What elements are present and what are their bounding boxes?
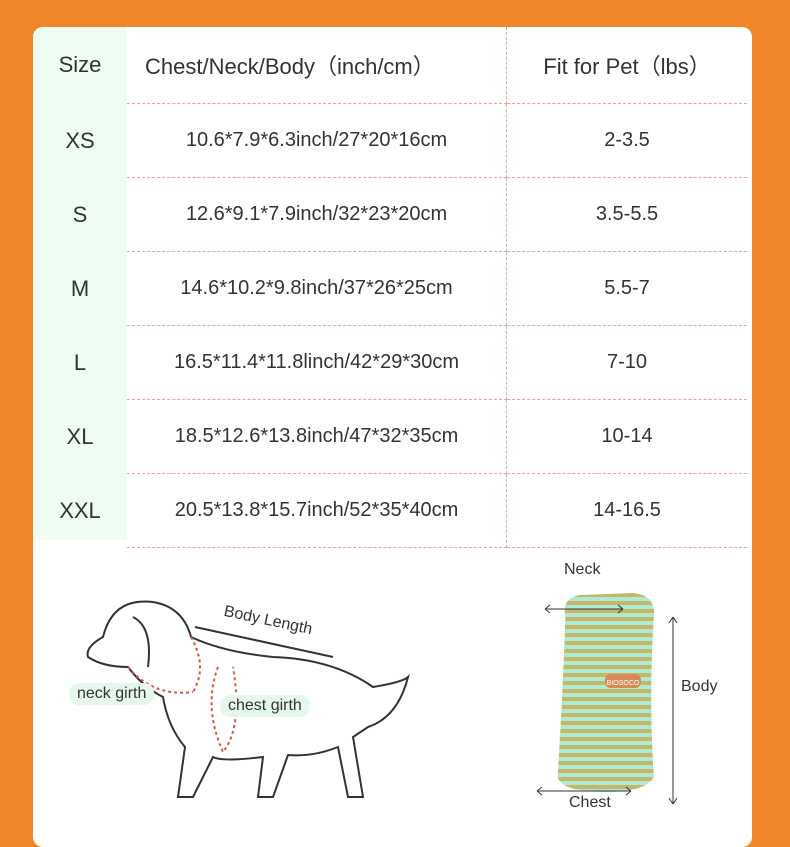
- measurement-cell: 10.6*7.9*6.3inch/27*20*16cm: [127, 103, 507, 178]
- garment-tag: BIOSOCO: [607, 680, 640, 687]
- size-cell: M: [70, 275, 90, 301]
- header-measurements: Chest/Neck/Body（inch/cm）: [127, 27, 507, 104]
- fit-cell: 14-16.5: [506, 473, 747, 548]
- measurement-cell: 14.6*10.2*9.8inch/37*26*25cm: [127, 251, 507, 326]
- size-cell: XXL: [59, 497, 101, 523]
- measurement-cell: 20.5*13.8*15.7inch/52*35*40cm: [127, 473, 507, 548]
- size-cell: L: [73, 349, 87, 375]
- fit-cell: 7-10: [506, 325, 747, 400]
- size-cell: S: [72, 201, 88, 227]
- chest-label: Chest: [569, 794, 611, 811]
- fit-cell: 10-14: [506, 399, 747, 474]
- neck-label: Neck: [564, 561, 601, 578]
- size-table: Size Chest/Neck/Body（inch/cm） Fit for Pe…: [33, 27, 747, 548]
- size-chart-card: Size Chest/Neck/Body（inch/cm） Fit for Pe…: [33, 27, 752, 847]
- table-row: XXL 20.5*13.8*15.7inch/52*35*40cm 14-16.5: [33, 473, 747, 548]
- fit-cell: 2-3.5: [506, 103, 747, 178]
- chest-arrow: [536, 786, 632, 796]
- garment-illustration: BIOSOCO: [544, 593, 678, 805]
- fit-cell: 3.5-5.5: [506, 177, 747, 252]
- size-column-bg: [33, 27, 127, 540]
- table-row: XS 10.6*7.9*6.3inch/27*20*16cm 2-3.5: [33, 103, 747, 178]
- size-cell: XL: [66, 423, 94, 449]
- chest-girth-label: chest girth: [220, 695, 310, 717]
- measurement-cell: 12.6*9.1*7.9inch/32*23*20cm: [127, 177, 507, 252]
- measurement-cell: 16.5*11.4*11.8linch/42*29*30cm: [127, 325, 507, 400]
- table-row: L 16.5*11.4*11.8linch/42*29*30cm 7-10: [33, 325, 747, 400]
- header-fit: Fit for Pet（lbs）: [506, 27, 747, 104]
- table-row: S 12.6*9.1*7.9inch/32*23*20cm 3.5-5.5: [33, 177, 747, 252]
- fit-cell: 5.5-7: [506, 251, 747, 326]
- measurement-cell: 18.5*12.6*13.8inch/47*32*35cm: [127, 399, 507, 474]
- header-size: Size: [58, 52, 102, 78]
- size-cell: XS: [65, 127, 95, 153]
- table-header: Size Chest/Neck/Body（inch/cm） Fit for Pe…: [33, 27, 747, 104]
- table-row: XL 18.5*12.6*13.8inch/47*32*35cm 10-14: [33, 399, 747, 474]
- dog-illustration: [86, 600, 410, 798]
- body-label: Body: [681, 678, 718, 695]
- neck-girth-label: neck girth: [69, 683, 155, 705]
- table-row: M 14.6*10.2*9.8inch/37*26*25cm 5.5-7: [33, 251, 747, 326]
